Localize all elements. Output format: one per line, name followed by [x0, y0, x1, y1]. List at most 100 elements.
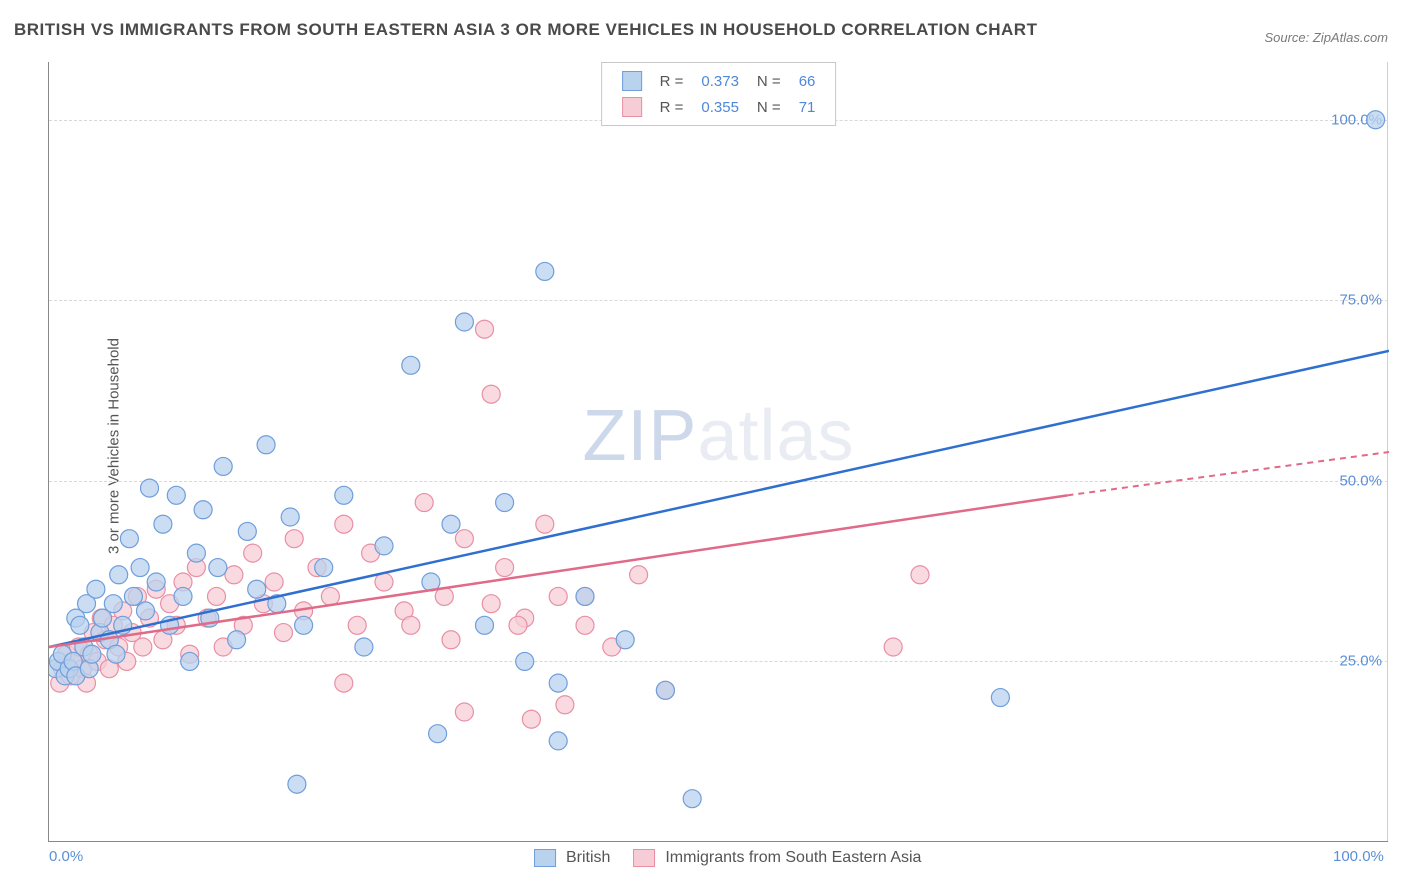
n-value-immigrants: 71: [791, 95, 824, 119]
data-point: [120, 530, 138, 548]
r-value-immigrants: 0.355: [693, 95, 747, 119]
data-point: [549, 732, 567, 750]
data-point: [482, 385, 500, 403]
data-point: [355, 638, 373, 656]
data-point: [209, 559, 227, 577]
series-legend: British Immigrants from South Eastern As…: [516, 849, 922, 867]
legend-row-immigrants: R = 0.355 N = 71: [614, 95, 824, 119]
data-point: [288, 775, 306, 793]
data-point: [174, 587, 192, 605]
data-point: [549, 674, 567, 692]
data-point: [455, 313, 473, 331]
swatch-british-bottom: [534, 849, 556, 867]
data-point: [248, 580, 266, 598]
data-point: [285, 530, 303, 548]
data-point: [536, 262, 554, 280]
data-point: [107, 645, 125, 663]
data-point: [335, 515, 353, 533]
data-point: [455, 703, 473, 721]
data-point: [244, 544, 262, 562]
correlation-legend: R = 0.373 N = 66 R = 0.355 N = 71: [601, 62, 837, 126]
data-point: [104, 595, 122, 613]
data-point: [482, 595, 500, 613]
data-point: [295, 616, 313, 634]
n-label: N =: [757, 73, 781, 90]
data-point: [71, 616, 89, 634]
data-point: [442, 515, 460, 533]
data-point: [1367, 111, 1385, 129]
data-point: [476, 320, 494, 338]
legend-label-immigrants: Immigrants from South Eastern Asia: [665, 849, 921, 866]
data-point: [496, 559, 514, 577]
data-point: [134, 638, 152, 656]
trend-line-immigrants-extrapolated: [1067, 452, 1389, 495]
n-label: N =: [757, 99, 781, 116]
x-tick-label: 0.0%: [49, 848, 83, 865]
data-point: [194, 501, 212, 519]
data-point: [110, 566, 128, 584]
swatch-british: [622, 71, 642, 91]
data-point: [131, 559, 149, 577]
data-point: [87, 580, 105, 598]
data-point: [402, 356, 420, 374]
data-point: [683, 790, 701, 808]
data-point: [630, 566, 648, 584]
data-point: [335, 486, 353, 504]
data-point: [375, 537, 393, 555]
data-point: [911, 566, 929, 584]
data-point: [415, 494, 433, 512]
data-point: [225, 566, 243, 584]
data-point: [455, 530, 473, 548]
swatch-immigrants: [622, 97, 642, 117]
r-value-british: 0.373: [693, 69, 747, 93]
data-point: [228, 631, 246, 649]
plot-area: ZIPatlas 25.0%50.0%75.0%100.0% R = 0.373…: [48, 62, 1388, 842]
swatch-immigrants-bottom: [633, 849, 655, 867]
data-point: [402, 616, 420, 634]
data-point: [275, 624, 293, 642]
data-point: [429, 725, 447, 743]
data-point: [576, 616, 594, 634]
data-point: [516, 652, 534, 670]
data-point: [124, 587, 142, 605]
data-point: [991, 689, 1009, 707]
chart-title: BRITISH VS IMMIGRANTS FROM SOUTH EASTERN…: [14, 20, 1037, 40]
data-point: [576, 587, 594, 605]
data-point: [141, 479, 159, 497]
source-label: Source: ZipAtlas.com: [1264, 30, 1388, 45]
data-point: [549, 587, 567, 605]
data-point: [214, 457, 232, 475]
data-point: [536, 515, 554, 533]
data-point: [265, 573, 283, 591]
data-point: [187, 544, 205, 562]
data-point: [208, 587, 226, 605]
data-point: [257, 436, 275, 454]
data-point: [884, 638, 902, 656]
data-point: [167, 486, 185, 504]
data-point: [522, 710, 540, 728]
legend-row-british: R = 0.373 N = 66: [614, 69, 824, 93]
r-label: R =: [660, 99, 684, 116]
data-point: [154, 515, 172, 533]
data-point: [509, 616, 527, 634]
data-point: [375, 573, 393, 591]
data-point: [281, 508, 299, 526]
data-point: [556, 696, 574, 714]
data-point: [238, 522, 256, 540]
data-point: [442, 631, 460, 649]
trend-line-british: [49, 351, 1389, 647]
n-value-british: 66: [791, 69, 824, 93]
x-tick-label: 100.0%: [1333, 848, 1384, 865]
data-point: [136, 602, 154, 620]
data-point: [616, 631, 634, 649]
data-point: [321, 587, 339, 605]
legend-label-british: British: [566, 849, 610, 866]
data-point: [348, 616, 366, 634]
r-label: R =: [660, 73, 684, 90]
data-point: [476, 616, 494, 634]
data-point: [83, 645, 101, 663]
data-point: [496, 494, 514, 512]
data-point: [656, 681, 674, 699]
data-point: [181, 652, 199, 670]
data-point: [335, 674, 353, 692]
